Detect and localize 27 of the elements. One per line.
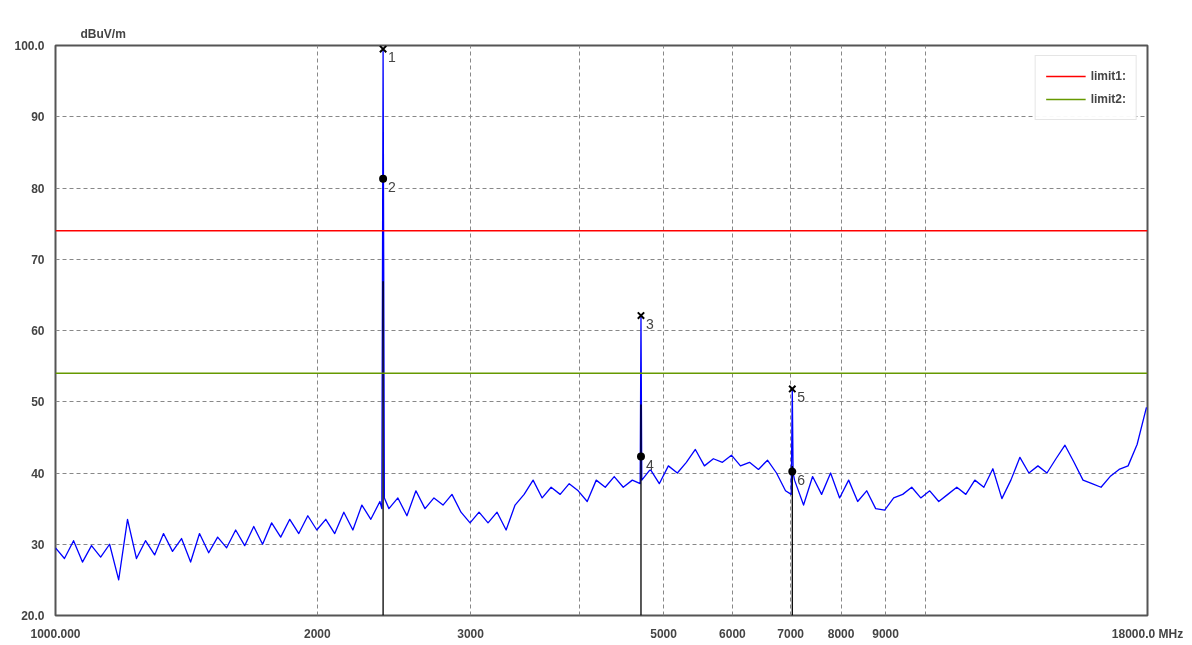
x-tick-label: 6000: [719, 626, 747, 641]
y-tick-label: 80: [31, 181, 45, 196]
y-tick-label: 70: [31, 252, 45, 267]
annotation: 6: [797, 471, 806, 488]
annotation: 3: [645, 315, 654, 332]
annotation: 1: [388, 49, 397, 66]
x-tick-label: 1000.000: [30, 626, 81, 641]
y-tick-label: 100.0: [14, 39, 45, 53]
x-tick-label: 18000.0 MHz: [1111, 626, 1184, 641]
x-tick-label: 5000: [650, 626, 678, 641]
legend-label: limit1:: [1090, 69, 1126, 83]
y-tick-label: 50: [31, 395, 45, 410]
legend-label: limit2:: [1090, 92, 1126, 106]
y-tick-label: 40: [31, 466, 45, 481]
x-tick-label: 3000: [457, 626, 485, 641]
y-tick-label: 90: [31, 110, 45, 125]
y-tick-label: 60: [31, 324, 45, 338]
x-tick-label: 2000: [304, 626, 332, 641]
x-tick-label: 8000: [827, 626, 855, 641]
y-tick-label: 20.0: [21, 609, 45, 623]
annotation: 2: [388, 178, 397, 195]
x-tick-label: 7000: [777, 626, 805, 641]
y-tick-label: 30: [31, 537, 45, 552]
y-axis-title: dBuV/m: [80, 26, 126, 41]
annotation: 4: [645, 456, 654, 473]
x-tick-label: 9000: [872, 626, 900, 641]
annotation: 5: [797, 388, 806, 405]
